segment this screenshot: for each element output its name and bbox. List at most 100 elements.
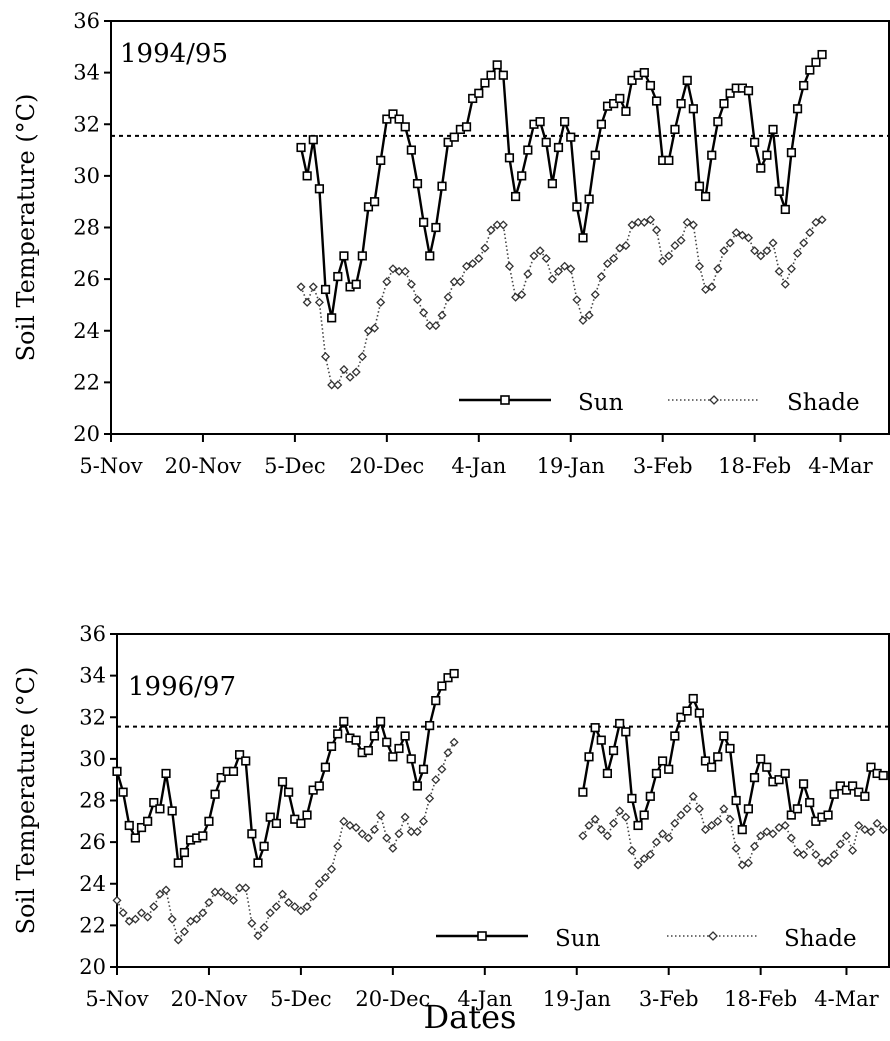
shade-point [786, 264, 796, 274]
sun-point [431, 222, 441, 233]
shade-point [406, 279, 416, 289]
y-tick-label: 20 [73, 422, 100, 446]
sun-point [204, 816, 214, 826]
shade-point [719, 804, 729, 814]
sun-point [517, 171, 527, 181]
sun-point [326, 741, 337, 751]
sun-point [639, 68, 649, 78]
shade-point [560, 261, 570, 271]
sun-point [700, 756, 711, 766]
sun-point [406, 145, 416, 155]
shade-point [615, 243, 625, 253]
y-tick-label: 36 [79, 622, 106, 646]
shade-point [584, 310, 594, 320]
shade-point [688, 220, 698, 230]
shade-point [376, 297, 386, 307]
shade-point [750, 246, 760, 256]
shade-point [222, 891, 232, 901]
sun-point [786, 810, 796, 820]
shade-point [314, 297, 324, 307]
sun-point [743, 804, 753, 814]
sun-point [474, 88, 484, 98]
shade-point [235, 883, 245, 893]
y-tick-label: 32 [79, 705, 106, 729]
shade-point [841, 831, 851, 841]
x-tick-label: 20-Dec [355, 987, 430, 1011]
shade-point [259, 922, 269, 932]
sun-point [627, 75, 637, 85]
shade-point [437, 764, 447, 774]
shade-point [621, 241, 631, 251]
sun-point [124, 820, 134, 831]
shade-point [639, 217, 649, 227]
shade-point [639, 854, 649, 864]
legend-shade-label: Shade [787, 390, 860, 416]
shade-point [247, 918, 257, 928]
y-tick-label: 24 [79, 872, 106, 896]
legend-shade-label: Shade [784, 926, 857, 952]
panel-1996-97: 20 22 24 26 28 30 32 34 36 5-Nov 20-Nov 5-Dec 20-Dec… [12, 622, 890, 1011]
sun-point [639, 810, 649, 820]
legend: Sun Shade [436, 926, 857, 952]
shade-point [854, 820, 864, 830]
sun-point [823, 810, 833, 820]
shade-point [707, 282, 717, 292]
y-tick-label: 28 [73, 216, 100, 240]
series-shade [112, 737, 888, 945]
shade-point [376, 810, 386, 820]
shade-point [351, 367, 361, 377]
shade-point [394, 829, 404, 839]
sun-point [167, 806, 177, 816]
sun-point [437, 181, 447, 191]
sun-point [792, 804, 803, 814]
shade-point [835, 839, 845, 849]
sun-point [394, 743, 404, 754]
y-tick-label: 34 [73, 61, 100, 85]
legend-shade-marker [708, 931, 718, 941]
sun-point [130, 833, 140, 843]
sun-point [694, 181, 705, 191]
shade-point [762, 246, 772, 256]
sun-point [375, 716, 386, 727]
shade-point [590, 814, 600, 824]
sun-point [284, 787, 294, 797]
x-tick-label: 5-Nov [85, 987, 148, 1011]
x-tick-label: 5-Nov [79, 454, 142, 478]
y-tick-label: 34 [79, 664, 106, 688]
shade-point [216, 887, 226, 897]
shade-point [743, 858, 753, 868]
shade-point [339, 816, 349, 826]
sun-point [750, 137, 760, 147]
shade-point [621, 812, 631, 822]
shade-point [455, 277, 465, 287]
legend: Sun Shade [459, 390, 860, 416]
sun-point [161, 768, 171, 779]
shade-point [388, 264, 398, 274]
sun-point [713, 117, 723, 127]
shade-point [425, 321, 435, 331]
shade-point [290, 902, 300, 912]
sun-point [657, 756, 668, 766]
shade-point [670, 818, 680, 828]
shade-point [572, 295, 582, 305]
shade-point [419, 308, 429, 318]
shade-point [596, 825, 606, 835]
shade-point [253, 931, 263, 941]
shade-point [406, 827, 416, 837]
shade-point [664, 833, 674, 843]
sun-point [719, 731, 729, 741]
sun-point [449, 132, 459, 142]
shade-point [382, 277, 392, 287]
shade-point [363, 833, 373, 843]
shade-point [541, 253, 551, 263]
x-axis-title: Dates [424, 998, 517, 1036]
sun-point [228, 766, 239, 776]
shade-point [437, 310, 447, 320]
sun-point [112, 766, 122, 776]
shade-point [645, 850, 655, 860]
shade-point [517, 290, 527, 300]
shade-point [829, 850, 839, 860]
shade-point [799, 238, 809, 248]
shade-point [498, 220, 508, 230]
shade-point [149, 902, 159, 912]
